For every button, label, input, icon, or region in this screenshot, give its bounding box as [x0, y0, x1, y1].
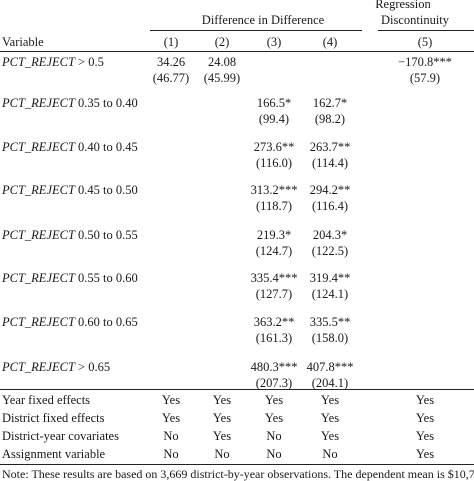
- coefficient-c4: 204.3*: [312, 228, 348, 242]
- variable-name: PCT_REJECT: [2, 183, 75, 197]
- control-value-c5: Yes: [415, 429, 435, 443]
- coefficient-c4: 335.5**: [309, 315, 351, 329]
- variable-name: PCT_REJECT: [2, 360, 75, 374]
- control-value-c3: Yes: [264, 411, 284, 425]
- coefficient-c3: 335.4***: [250, 271, 298, 285]
- standard-error-c4: (116.4): [312, 199, 348, 213]
- control-value-c4: Yes: [320, 429, 340, 443]
- control-value-c5: Yes: [415, 447, 435, 461]
- standard-error-c4: (158.0): [311, 331, 349, 345]
- column-header-3: (3): [266, 35, 282, 49]
- row-variable-label: PCT_REJECT 0.35 to 0.40: [2, 96, 138, 110]
- coefficient-c3: 480.3***: [250, 360, 298, 374]
- standard-error-c3: (127.7): [255, 287, 293, 301]
- coefficient-c1: 34.26: [156, 55, 186, 69]
- variable-range: 0.50 to 0.55: [74, 228, 138, 242]
- variable-header: Variable: [2, 35, 44, 49]
- control-value-c4: Yes: [320, 411, 340, 425]
- standard-error-c3: (116.0): [256, 156, 292, 170]
- row-variable-label: PCT_REJECT 0.55 to 0.60: [2, 271, 138, 285]
- variable-range: 0.45 to 0.50: [74, 183, 138, 197]
- coefficient-c3: 219.3*: [256, 228, 292, 242]
- column-header-1: (1): [163, 35, 179, 49]
- standard-error-c4: (98.2): [314, 112, 346, 126]
- row-variable-label: PCT_REJECT > 0.5: [2, 55, 104, 69]
- control-value-c4: No: [322, 447, 338, 461]
- variable-name: PCT_REJECT: [2, 228, 75, 242]
- header-bottom-rule: [0, 51, 474, 52]
- variable-name: PCT_REJECT: [2, 271, 75, 285]
- control-value-c2: Yes: [212, 393, 232, 407]
- standard-error-c4: (204.1): [311, 376, 349, 390]
- coefficient-c3: 273.6**: [253, 140, 295, 154]
- column-header-2: (2): [214, 35, 230, 49]
- column-header-4: (4): [322, 35, 338, 49]
- coefficient-c5: −170.8***: [398, 55, 452, 69]
- column-header-5: (5): [417, 35, 433, 49]
- group-header-did: Difference in Difference: [201, 13, 325, 27]
- standard-error-c3: (207.3): [255, 376, 293, 390]
- variable-range: 0.40 to 0.45: [74, 140, 138, 154]
- variable-name: PCT_REJECT: [2, 315, 75, 329]
- variable-range: > 0.65: [74, 360, 111, 374]
- standard-error-c4: (114.4): [312, 156, 348, 170]
- coefficient-c4: 263.7**: [309, 140, 351, 154]
- coefficient-c4: 319.4**: [309, 271, 351, 285]
- standard-error-c3: (118.7): [256, 199, 292, 213]
- variable-range: 0.60 to 0.65: [74, 315, 138, 329]
- coefficient-c4: 294.2**: [309, 183, 351, 197]
- coefficient-c3: 166.5*: [256, 96, 292, 110]
- control-value-c1: No: [163, 429, 179, 443]
- control-value-c2: Yes: [212, 429, 232, 443]
- variable-range: > 0.5: [74, 55, 104, 69]
- coefficient-c3: 363.2**: [253, 315, 295, 329]
- variable-name: PCT_REJECT: [2, 55, 75, 69]
- control-value-c3: No: [266, 429, 282, 443]
- control-value-c3: No: [266, 447, 282, 461]
- standard-error-c4: (122.5): [311, 244, 349, 258]
- row-variable-label: PCT_REJECT 0.50 to 0.55: [2, 228, 138, 242]
- rd-group-rule: [378, 30, 474, 31]
- variable-range: 0.55 to 0.60: [74, 271, 138, 285]
- control-value-c5: Yes: [415, 393, 435, 407]
- variable-name: PCT_REJECT: [2, 96, 75, 110]
- table-bottom-rule: [0, 464, 474, 465]
- control-label: Assignment variable: [2, 447, 106, 461]
- group-header-rd-line1: Regression: [375, 0, 431, 11]
- variable-name: PCT_REJECT: [2, 140, 75, 154]
- standard-error-c4: (124.1): [311, 287, 349, 301]
- control-value-c2: Yes: [212, 411, 232, 425]
- row-variable-label: PCT_REJECT 0.60 to 0.65: [2, 315, 138, 329]
- control-value-c5: Yes: [415, 411, 435, 425]
- group-header-rd-line2: Discontinuity: [380, 13, 450, 27]
- control-label: Year fixed effects: [2, 393, 91, 407]
- did-group-rule: [150, 30, 362, 31]
- standard-error-c3: (161.3): [255, 331, 293, 345]
- control-label: District fixed effects: [2, 411, 105, 425]
- variable-range: 0.35 to 0.40: [74, 96, 138, 110]
- control-value-c1: Yes: [161, 411, 181, 425]
- control-value-c2: No: [214, 447, 230, 461]
- row-variable-label: PCT_REJECT 0.45 to 0.50: [2, 183, 138, 197]
- row-variable-label: PCT_REJECT > 0.65: [2, 360, 110, 374]
- coefficient-c4: 407.8***: [306, 360, 354, 374]
- row-variable-label: PCT_REJECT 0.40 to 0.45: [2, 140, 138, 154]
- coefficient-c3: 313.2***: [250, 183, 298, 197]
- control-value-c3: Yes: [264, 393, 284, 407]
- table-note: Note: These results are based on 3,669 d…: [2, 467, 474, 481]
- control-label: District-year covariates: [2, 429, 119, 443]
- controls-top-rule: [0, 389, 474, 390]
- control-value-c4: Yes: [320, 393, 340, 407]
- standard-error-c3: (124.7): [255, 244, 293, 258]
- control-value-c1: No: [163, 447, 179, 461]
- coefficient-c4: 162.7*: [312, 96, 348, 110]
- standard-error-c3: (99.4): [258, 112, 290, 126]
- control-value-c1: Yes: [161, 393, 181, 407]
- coefficient-c2: 24.08: [207, 55, 237, 69]
- standard-error-c5: (57.9): [409, 71, 441, 85]
- standard-error-c2: (45.99): [203, 71, 241, 85]
- standard-error-c1: (46.77): [152, 71, 190, 85]
